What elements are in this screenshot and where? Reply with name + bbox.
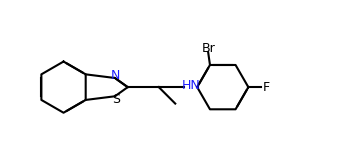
Text: N: N: [111, 69, 120, 82]
Text: Br: Br: [201, 42, 215, 55]
Text: HN: HN: [182, 79, 200, 92]
Text: S: S: [112, 93, 119, 106]
Text: F: F: [263, 81, 270, 94]
